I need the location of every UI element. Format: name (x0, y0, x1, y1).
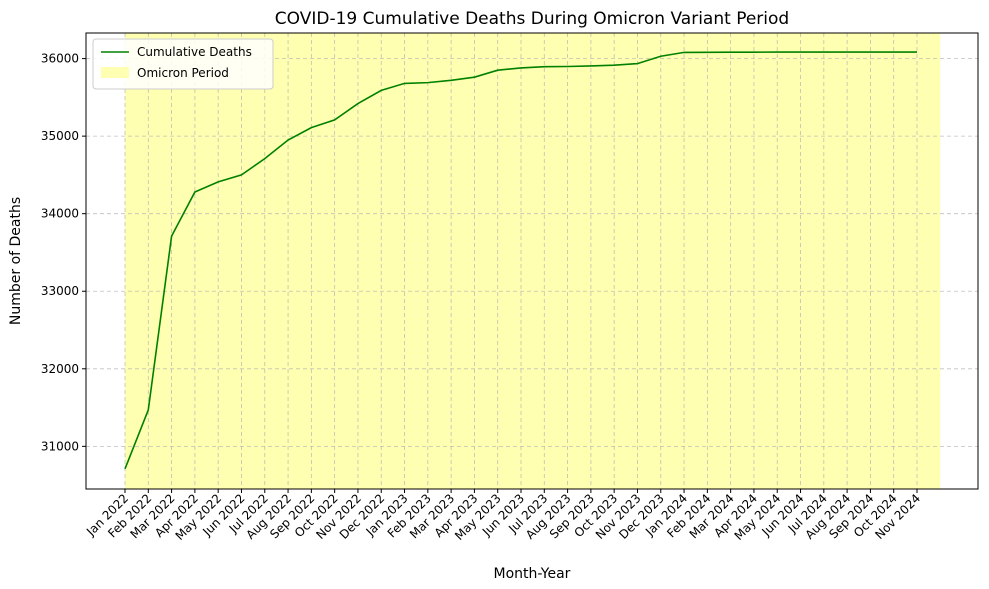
legend-box (92, 38, 274, 90)
y-tick-label: 31000 (41, 439, 79, 453)
y-axis: 31000 32000 33000 34000 35000 36000 (41, 52, 86, 453)
y-tick-label: 32000 (41, 362, 79, 376)
plot-frame (85, 32, 979, 490)
legend-entry-cumulative-deaths: Cumulative Deaths (137, 45, 252, 59)
x-axis-label: Month-Year (494, 566, 571, 582)
legend-entry-omicron-period: Omicron Period (137, 66, 229, 80)
grid (86, 33, 978, 489)
y-tick-label: 36000 (41, 52, 79, 66)
omicron-period-band (125, 33, 941, 489)
y-tick-label: 35000 (41, 129, 79, 143)
cumulative-deaths-line (124, 51, 917, 470)
chart-title: COVID-19 Cumulative Deaths During Omicro… (275, 9, 789, 29)
legend: Cumulative Deaths Omicron Period (92, 38, 274, 90)
legend-band-swatch (101, 67, 129, 78)
y-tick-label: 34000 (41, 207, 79, 221)
y-axis-label: Number of Deaths (8, 197, 24, 325)
y-tick-label: 33000 (41, 284, 79, 298)
